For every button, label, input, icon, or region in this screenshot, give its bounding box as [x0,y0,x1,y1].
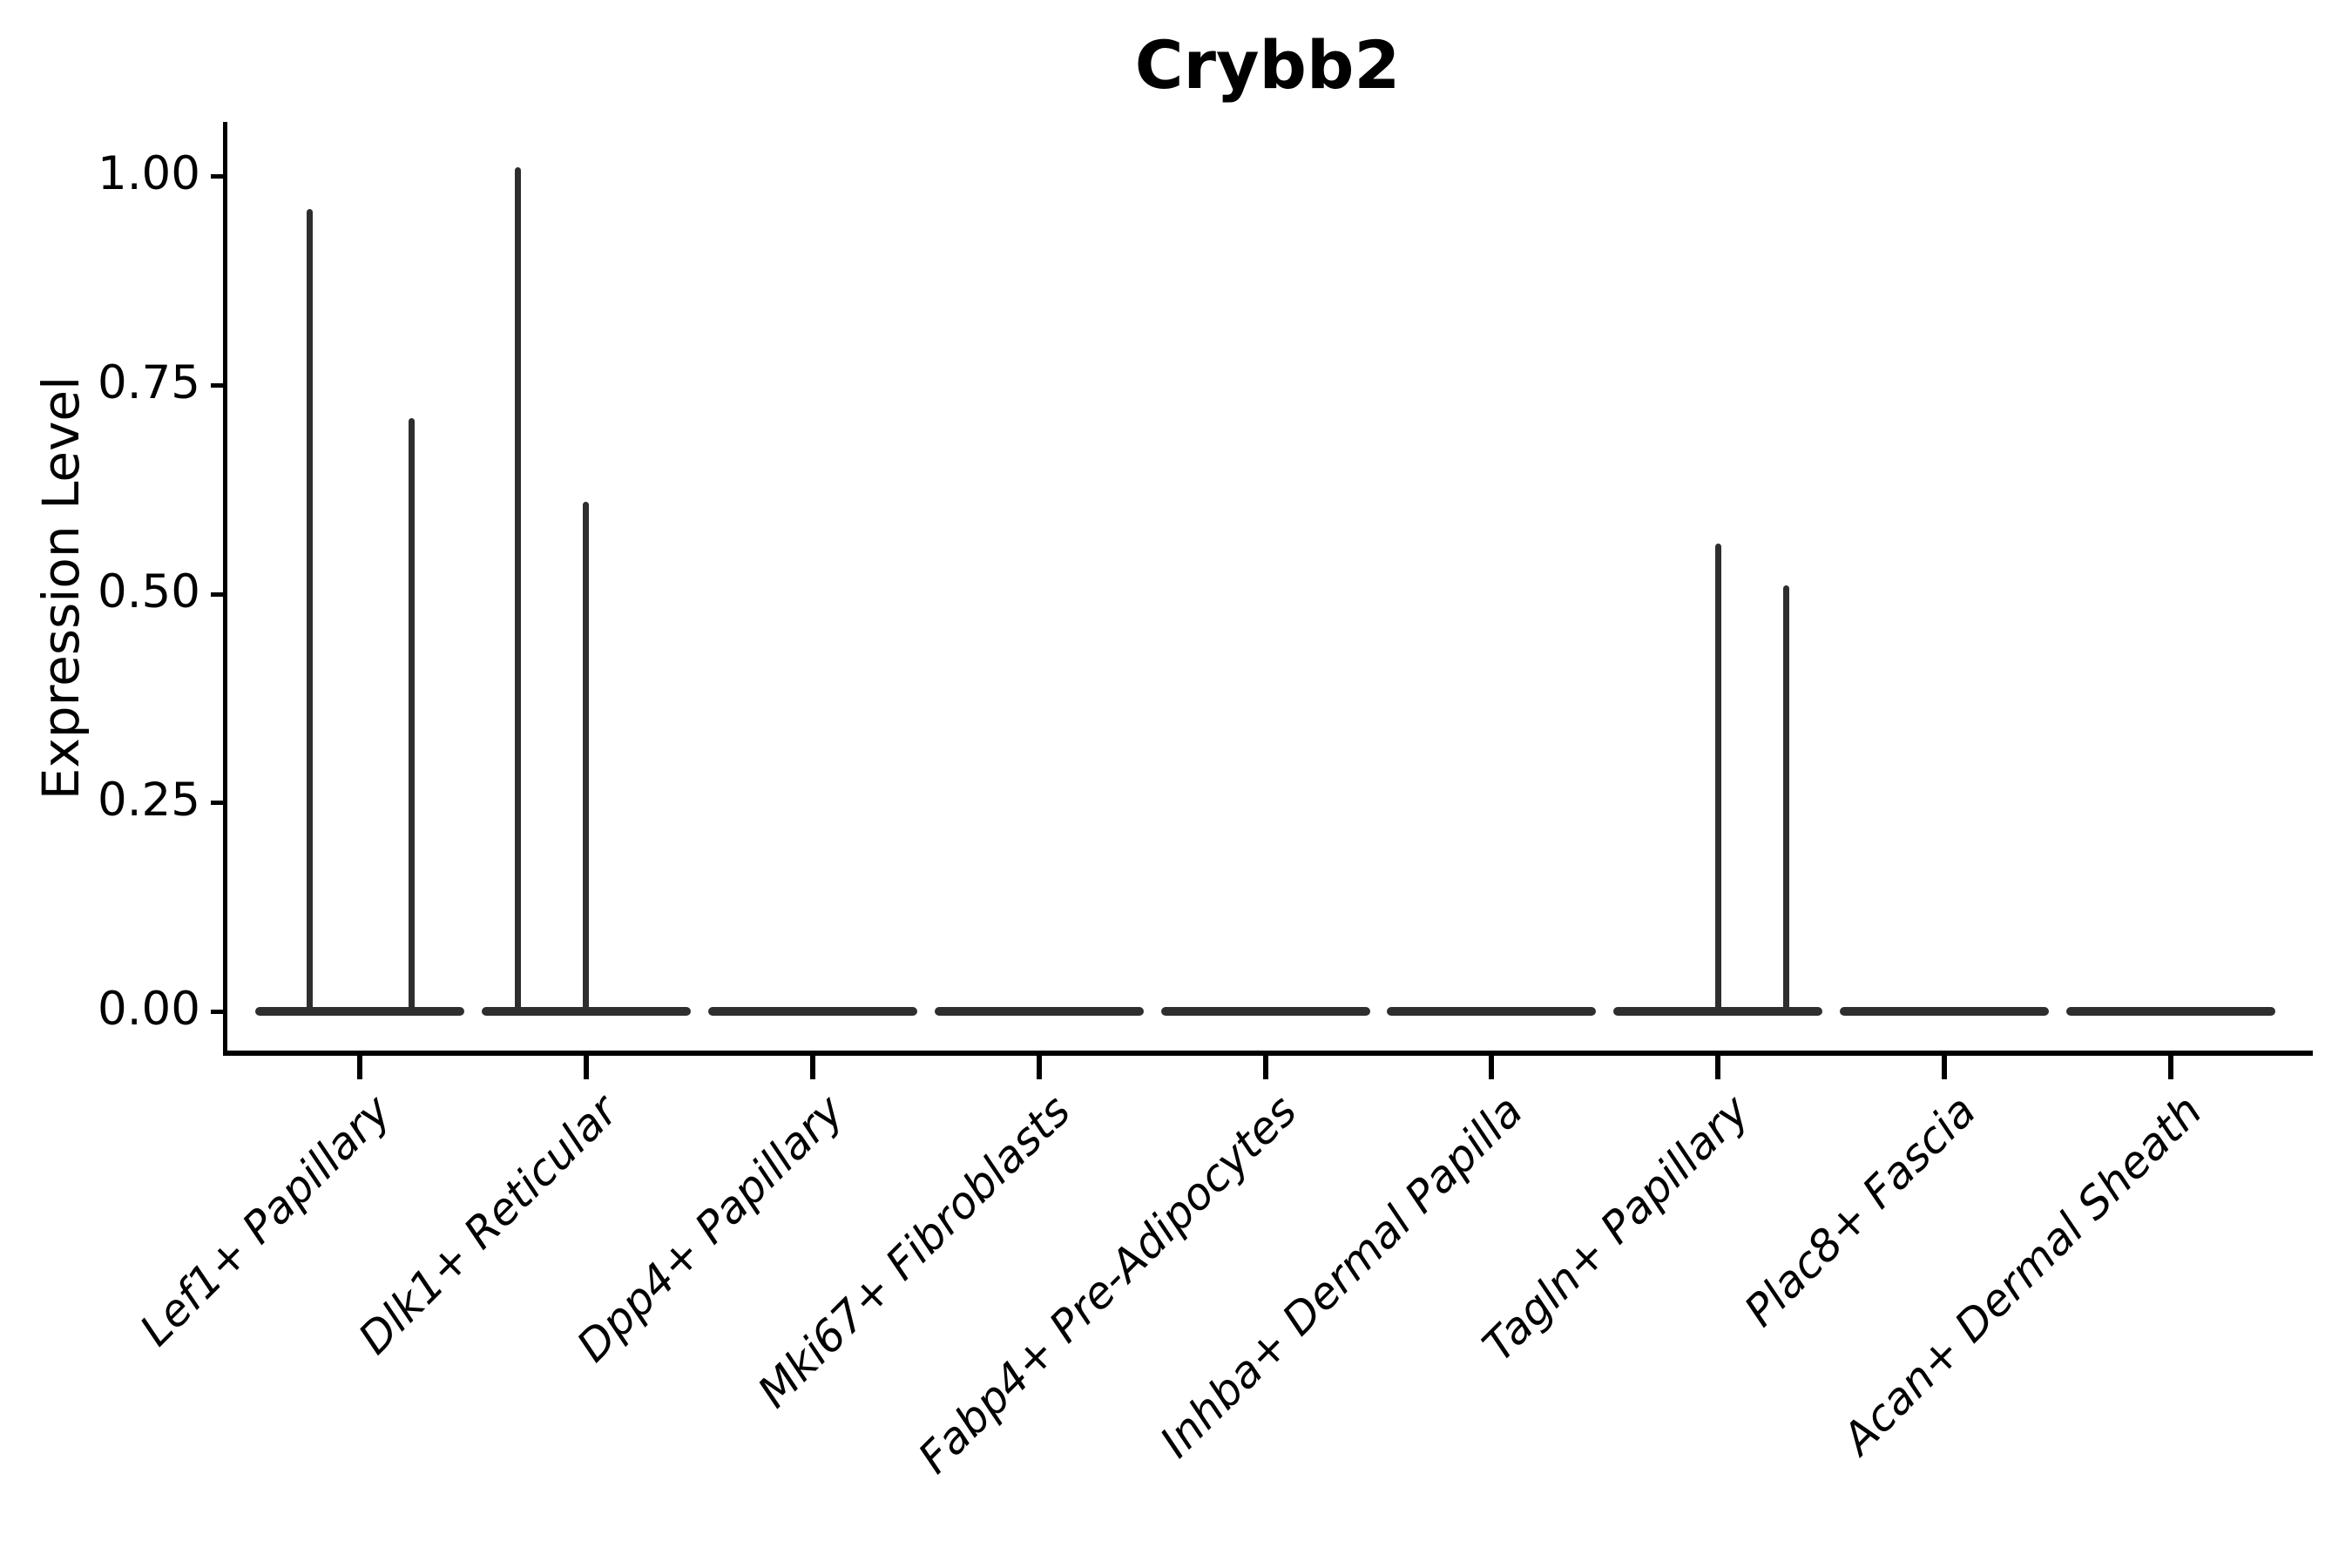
violin-spike [409,418,416,1011]
y-axis-tick-label: 0.75 [97,355,200,409]
y-axis-tick-label: 1.00 [97,147,200,201]
violin-spike [307,209,314,1011]
x-category-label: Lef1+ Papillary [130,1085,402,1356]
y-axis-tick [211,174,224,179]
y-axis-label: Expression Level [31,375,91,801]
x-axis-tick [809,1056,815,1079]
x-axis-tick [583,1056,589,1079]
x-axis-tick [1489,1056,1495,1079]
violin-zero-bulk [481,1007,691,1016]
x-axis-spine [223,1051,2313,1056]
y-axis-tick [211,1010,224,1014]
x-axis-tick [1262,1056,1268,1079]
violin-spike [515,167,522,1011]
y-axis-tick [211,801,224,806]
violin-zero-bulk [1613,1007,1823,1016]
y-axis-tick-label: 0.25 [97,774,200,828]
y-axis-tick-label: 0.00 [97,983,200,1037]
x-axis-tick [1942,1056,1948,1079]
violin-zero-bulk [2066,1007,2275,1016]
x-axis-tick [1036,1056,1042,1079]
y-axis-tick [211,591,224,597]
y-axis-tick [211,382,224,388]
violin-spike [1782,585,1789,1011]
chart-title: Crybb2 [1134,26,1401,104]
violin-spike [583,502,590,1011]
violin-zero-bulk [255,1007,464,1016]
y-axis-spine [223,122,227,1056]
y-axis-tick-label: 0.50 [97,564,200,618]
violin-zero-bulk [1160,1007,1370,1016]
x-axis-tick [1715,1056,1721,1079]
x-category-label: Inhba+ Dermal Papilla [1150,1085,1533,1468]
x-category-label: Acan+ Dermal Sheath [1833,1085,2213,1464]
violin-zero-bulk [1840,1007,2050,1016]
x-axis-tick [2168,1056,2173,1079]
violin-zero-bulk [1387,1007,1597,1016]
x-axis-tick [357,1056,362,1079]
violin-spike [1714,543,1721,1011]
violin-zero-bulk [707,1007,917,1016]
x-category-label: Plac8+ Fascia [1734,1085,1986,1336]
x-category-label: Fabp4+ Pre-Adipocytes [908,1085,1307,1484]
violin-zero-bulk [934,1007,1144,1016]
